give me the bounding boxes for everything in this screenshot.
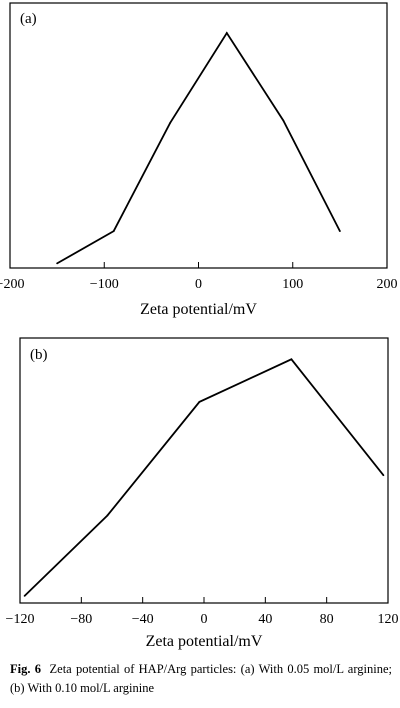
- caption-fig-label: Fig. 6: [10, 662, 41, 676]
- x-tick-label: 0: [195, 277, 202, 292]
- x-tick-label: −40: [132, 612, 154, 627]
- data-point: [198, 400, 201, 403]
- figure: (a) −200 −100 0 100 200 Zeta potential/mV (b) −…: [0, 2, 399, 650]
- data-line: [23, 358, 385, 597]
- x-tick-label: −200: [0, 277, 24, 292]
- panel-b-chart: (b) −120 −80 −40 0 40 80 120 Zeta potential/mV: [6, 337, 399, 650]
- data-point: [382, 474, 385, 477]
- panel-a-chart: (a) −200 −100 0 100 200 Zeta potential/mV: [0, 2, 398, 318]
- data-point: [282, 119, 285, 122]
- figure-caption: Fig. 6 Zeta potential of HAP/Arg particl…: [10, 660, 392, 698]
- x-tick-label: 80: [320, 612, 334, 627]
- data-point: [169, 121, 172, 124]
- data-point: [106, 514, 109, 517]
- x-tick-label: −100: [90, 277, 119, 292]
- data-point: [56, 262, 59, 265]
- x-axis-label: Zeta potential/mV: [146, 633, 263, 650]
- x-tick-label: 100: [282, 277, 303, 292]
- plot-frame: [9, 2, 388, 269]
- caption-text: Zeta potential of HAP/Arg particles: (a)…: [10, 662, 393, 695]
- data-point: [225, 32, 228, 34]
- data-line: [56, 31, 341, 265]
- x-tick-label: 120: [378, 612, 399, 627]
- x-tick-label: −80: [70, 612, 92, 627]
- x-tick-label: −120: [6, 612, 35, 627]
- x-tick-label: 0: [201, 612, 208, 627]
- x-tick-label: 200: [377, 277, 398, 292]
- data-point: [338, 230, 341, 233]
- x-axis-label: Zeta potential/mV: [140, 301, 257, 318]
- x-tick-label: 40: [258, 612, 272, 627]
- panel-label: (b): [30, 347, 48, 363]
- data-point: [290, 358, 293, 361]
- data-point: [23, 595, 26, 597]
- plot-frame: [19, 337, 389, 604]
- data-point: [112, 230, 115, 233]
- panel-label: (a): [20, 11, 37, 27]
